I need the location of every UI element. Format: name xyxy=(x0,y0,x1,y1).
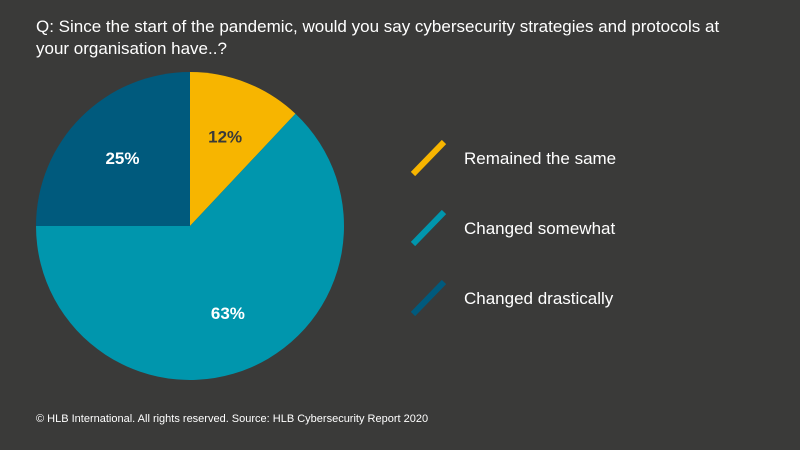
pie-slice-value-label: 12% xyxy=(208,128,242,147)
pie-slice-value-label: 63% xyxy=(211,304,245,323)
pie-slices xyxy=(36,72,344,380)
legend-label: Changed drastically xyxy=(464,288,613,310)
legend-label: Remained the same xyxy=(464,148,616,170)
legend-swatch-icon xyxy=(410,210,450,250)
legend: Remained the same Changed somewhat Changed… xyxy=(410,140,770,350)
legend-label: Changed somewhat xyxy=(464,218,615,240)
source-footer: © HLB International. All rights reserved… xyxy=(36,412,428,426)
legend-item: Changed somewhat xyxy=(410,210,770,280)
legend-swatch-icon xyxy=(410,280,450,320)
pie-slice-value-label: 25% xyxy=(105,149,139,168)
legend-item: Remained the same xyxy=(410,140,770,210)
legend-item: Changed drastically xyxy=(410,280,770,350)
legend-swatch-icon xyxy=(410,140,450,180)
